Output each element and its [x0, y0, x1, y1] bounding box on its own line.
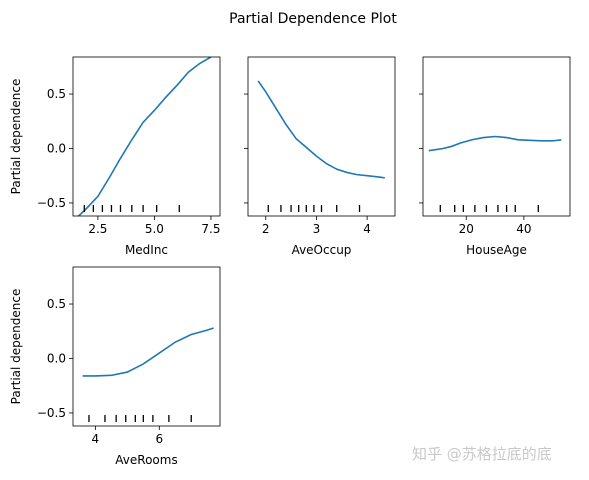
y-axis-label: Partial dependence: [9, 289, 23, 405]
panel-aveoccup: 2 3 4 AveOccup: [244, 56, 396, 257]
axes-frame: [72, 56, 221, 217]
y-tick-label: 0.0: [47, 351, 66, 365]
watermark: 知乎 @苏格拉底的底: [412, 445, 552, 463]
x-tick-label: 6: [155, 432, 163, 446]
y-tick-label: 0.0: [47, 141, 66, 155]
panel-houseage: 20 40 HouseAge: [419, 56, 571, 257]
axes-frame: [72, 266, 221, 427]
y-axis-label: Partial dependence: [9, 79, 23, 195]
y-tick-label: 0.5: [47, 297, 66, 311]
y-tick-label: 0.5: [47, 87, 66, 101]
x-tick-label: 5.0: [145, 222, 164, 236]
x-tick-label: 4: [363, 222, 371, 236]
panels: 2.5 5.0 7.5 MedInc −0.5 0.0 0.5 Partial depende…: [9, 56, 571, 467]
x-tick-label: 3: [313, 222, 321, 236]
pd-line-medinc: [77, 57, 212, 216]
pd-line-averooms: [82, 327, 214, 377]
y-tick-label: −0.5: [37, 196, 66, 210]
axes-frame: [247, 56, 396, 217]
x-tick-label: 4: [92, 432, 100, 446]
x-tick-label: 2: [262, 222, 270, 236]
x-axis-label: HouseAge: [466, 243, 527, 257]
y-tick-label: −0.5: [37, 406, 66, 420]
x-tick-label: 2.5: [88, 222, 107, 236]
x-axis-label: AveOccup: [292, 243, 352, 257]
pd-line-houseage: [428, 135, 562, 152]
panel-medinc: 2.5 5.0 7.5 MedInc −0.5 0.0 0.5 Partial depende…: [9, 56, 221, 257]
x-axis-label: MedInc: [125, 243, 168, 257]
figure-title: Partial Dependence Plot: [229, 11, 397, 27]
axes-frame: [422, 56, 571, 217]
panel-averooms: 4 6 AveRooms −0.5 0.0 0.5 Partial dependence: [9, 266, 221, 467]
x-tick-label: 20: [459, 222, 474, 236]
x-axis-label: AveRooms: [115, 453, 177, 467]
x-tick-label: 40: [516, 222, 531, 236]
x-tick-label: 7.5: [201, 222, 220, 236]
pd-line-aveoccup: [257, 80, 385, 179]
